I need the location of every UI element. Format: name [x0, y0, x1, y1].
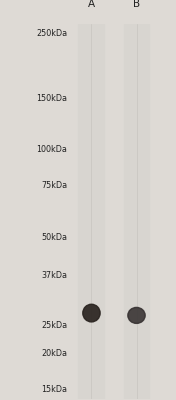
Text: B: B: [133, 0, 140, 9]
FancyBboxPatch shape: [124, 24, 149, 399]
Text: A: A: [88, 0, 95, 9]
Text: 25kDa: 25kDa: [41, 321, 67, 330]
Text: 75kDa: 75kDa: [41, 182, 67, 190]
Text: 50kDa: 50kDa: [41, 233, 67, 242]
Text: 150kDa: 150kDa: [36, 94, 67, 103]
Text: 37kDa: 37kDa: [41, 271, 67, 280]
Ellipse shape: [128, 308, 145, 323]
Text: 20kDa: 20kDa: [41, 349, 67, 358]
Ellipse shape: [83, 304, 100, 322]
Text: 250kDa: 250kDa: [36, 29, 67, 38]
Text: 15kDa: 15kDa: [41, 385, 67, 394]
Text: 100kDa: 100kDa: [36, 145, 67, 154]
FancyBboxPatch shape: [78, 24, 105, 399]
